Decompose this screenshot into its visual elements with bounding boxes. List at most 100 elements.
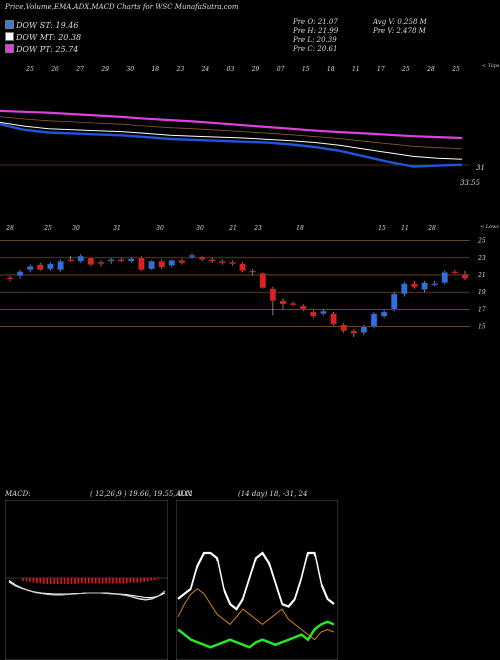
adx-title: ADX [176, 490, 192, 498]
price-date-label: 30 [72, 225, 80, 232]
price-date-label: 18 [296, 225, 304, 232]
legend-label-st: DOW ST: 19.46 [16, 21, 79, 30]
candle-body [138, 257, 145, 271]
candle-body [401, 283, 408, 295]
candle-body [289, 303, 297, 306]
adx-params: (14 day) 18, -31, 24 [238, 490, 308, 498]
price-y-tick: 17 [478, 306, 486, 313]
adx-line [177, 551, 335, 611]
candle-body [128, 258, 135, 262]
legend-swatch-pt [5, 44, 14, 53]
ema-st-line [0, 123, 463, 168]
price-y-tick: 19 [478, 289, 486, 296]
ema-date-label: 23 [176, 66, 185, 73]
ema-date-label: 17 [377, 66, 385, 73]
legend-label-pt: DOW PT: 25.74 [16, 45, 79, 54]
candle-body [330, 313, 337, 325]
candle-body [188, 255, 196, 258]
candle-body [380, 311, 388, 317]
candle-body [411, 283, 418, 288]
legend-item-dow-st: DOW ST: 19.46 [5, 20, 78, 30]
candle-body [16, 271, 24, 277]
ema-date-label: 24 [201, 66, 210, 73]
ema-date-label: 26 [50, 66, 59, 73]
legend-swatch-st [5, 20, 14, 29]
candle-body [320, 310, 327, 314]
ema-date-label: 25 [401, 66, 410, 73]
candle-body [27, 266, 34, 271]
ema-mt-line [0, 121, 463, 160]
avg-volume-label: Avg V: 0.258 M [373, 18, 427, 26]
candle-body [391, 293, 398, 310]
macd-params: ( 12,26,9 ) 19.66, 19.55, 0.11 [90, 490, 194, 498]
ema-chart: < Tops 25 26 27 29 30 18 23 24 03 29 07 15 18 11 17 25 2… [0, 63, 500, 187]
price-y-tick: 15 [478, 324, 486, 331]
ema-right-label-2: 33.55 [460, 179, 481, 187]
candle-body [67, 259, 74, 262]
candle-body [37, 264, 44, 271]
adx-chart [176, 500, 338, 660]
macd-aux-line [8, 581, 166, 600]
candle-body [340, 324, 347, 332]
candle-body [461, 273, 469, 279]
candle-body [259, 273, 266, 289]
pre-low-label: Pre L: 20.39 [293, 36, 337, 44]
candle-body [77, 255, 84, 262]
candle-body [209, 259, 216, 262]
candle-body [168, 260, 175, 266]
price-y-tick: 23 [477, 255, 486, 262]
price-date-label: 28 [427, 225, 436, 232]
candle-body [249, 270, 256, 273]
candle-body [87, 257, 95, 265]
ema-date-label: 29 [251, 66, 260, 73]
candle-body [97, 261, 105, 265]
legend-swatch-mt [5, 32, 14, 41]
ema-date-label: 25 [25, 66, 34, 73]
legend-label-mt: DOW MT: 20.38 [16, 33, 82, 42]
candle-body [239, 263, 246, 271]
candle-body [57, 261, 64, 271]
ema-date-label: 18 [151, 66, 159, 73]
candle-body [310, 311, 317, 317]
candle-body [47, 263, 54, 270]
price-date-label: 25 [43, 225, 52, 232]
price-date-label: 31 [113, 225, 121, 232]
candle-body [350, 330, 357, 334]
macd-title: MACD: [5, 490, 31, 498]
candle-body [6, 277, 14, 280]
candle-body [148, 261, 155, 270]
price-date-label: 21 [228, 225, 237, 232]
ema-date-label: 27 [75, 66, 84, 73]
candle-body [300, 305, 307, 310]
price-date-label: 30 [196, 225, 204, 232]
candle-body [118, 259, 125, 262]
price-date-label: 23 [253, 225, 262, 232]
chart-title: Price,Volume,EMA,ADX,MACD Charts for WSC… [5, 3, 239, 11]
price-date-label: 30 [156, 225, 164, 232]
ema-mid-line [0, 116, 463, 149]
price-date-label: 15 [378, 225, 386, 232]
ema-pt-line [0, 109, 463, 140]
adx-frame [176, 500, 338, 660]
ema-date-label: 29 [100, 66, 109, 73]
ema-date-label: 28 [426, 66, 435, 73]
ema-date-label: 15 [302, 66, 310, 73]
price-date-label: 28 [5, 225, 14, 232]
candle-body [370, 313, 378, 327]
candle-body [269, 288, 277, 302]
candle-body [198, 256, 206, 260]
adx-minus-di-line [177, 588, 335, 641]
candle-body [178, 260, 186, 264]
pre-close-label: Pre C: 20.61 [293, 45, 338, 53]
ema-date-label: 18 [327, 66, 335, 73]
price-y-tick: 21 [477, 272, 486, 279]
adx-plus-di-line [177, 620, 335, 649]
candle-body [229, 261, 236, 265]
adx-line-core [177, 556, 335, 614]
ema-right-label-1: 31 [476, 164, 485, 172]
pre-high-label: Pre H: 21.99 [293, 27, 339, 35]
macd-chart [5, 500, 168, 660]
candle-body [421, 282, 428, 290]
pre-volume-label: Pre V: 2.478 M [373, 27, 426, 35]
price-date-label: 11 [401, 225, 409, 232]
